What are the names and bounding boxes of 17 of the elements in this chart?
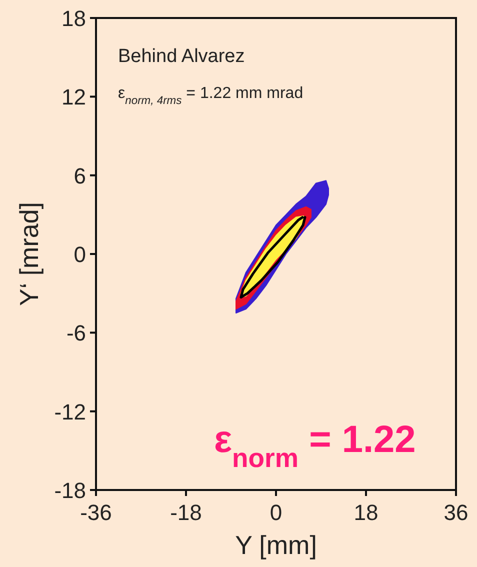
x-tick-label: -18 [170, 500, 202, 525]
annotation: ε$_{norm, 4rms}$ = 1.22 mm mrad [118, 85, 304, 107]
y-tick-label: -6 [66, 320, 86, 346]
y-tick-label: 12 [62, 84, 86, 110]
y-tick-label: 18 [62, 6, 86, 31]
annotation: ε$_{norm}$ = 1.22 [214, 419, 416, 473]
y-tick-label: -12 [54, 399, 86, 424]
annotation: Behind Alvarez [118, 46, 245, 67]
x-tick-label: 18 [354, 500, 378, 525]
x-axis-title: Y [mm] [235, 530, 317, 560]
x-tick-label: 36 [444, 500, 468, 525]
x-tick-label: -36 [80, 500, 112, 525]
y-tick-label: -18 [54, 478, 86, 503]
y-tick-label: 0 [74, 242, 86, 267]
x-tick-label: 0 [270, 500, 282, 525]
y-tick-label: 6 [74, 163, 86, 188]
y-axis-title: Y‘ [mrad] [14, 202, 44, 306]
